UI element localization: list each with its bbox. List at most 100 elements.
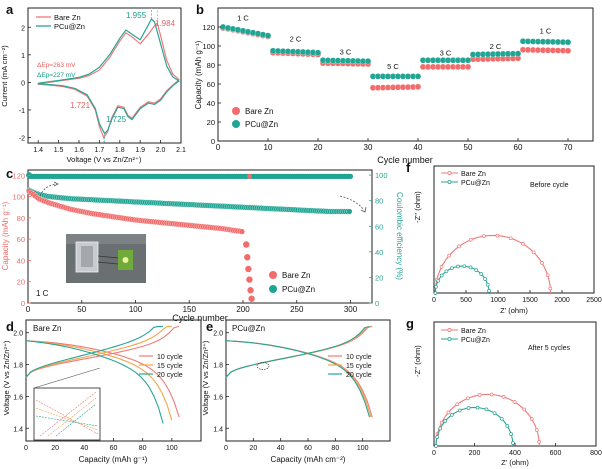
panel-a-y-tick-label: 2 [21, 25, 25, 32]
panel-b-rate-label: 3 C [340, 48, 352, 57]
panel-f-legend: Bare Zn PCu@Zn [441, 170, 490, 187]
pd-discharge-curve [25, 340, 164, 424]
panel-b-rate-label: 5 C [387, 62, 399, 71]
panel-c-y-tick-label: 60 [17, 235, 25, 244]
panel-a-peak-bare: 1.984 [155, 19, 176, 28]
panel-a-plot-area [37, 8, 180, 143]
panel-b-pcu-point [314, 49, 322, 56]
panel-c-bare-drop-point [243, 241, 250, 248]
panel-g-x-ticks: 0 200 400 600 800 [432, 443, 602, 457]
panel-f-legend-pcu: PCu@Zn [461, 180, 490, 187]
panel-b-y-tick-label: 120 [202, 23, 215, 32]
pg-pcu-point [492, 411, 497, 416]
panel-c-letter: c [6, 166, 13, 181]
panel-d-legend: 10 cycle 15 cycle 20 cycle [139, 354, 183, 379]
panel-c-y2-tick-label: 60 [375, 222, 383, 231]
panel-d-y-ticks: 1.4 1.6 1.8 2.0 [13, 331, 29, 433]
pf-pcu-point [436, 278, 441, 283]
pf-bare-point [447, 253, 451, 258]
panel-b-rate: b 0 10 20 30 40 50 60 70 0 20 40 60 80 100 120 1 C 2 C… [194, 2, 594, 165]
panel-b-rate-label: 2 C [290, 34, 302, 43]
panel-c-legend-bare: Bare Zn [282, 271, 310, 280]
panel-c-y2-tick-label: 80 [375, 197, 383, 206]
panel-g-legend-pcu: PCu@Zn [461, 337, 490, 344]
panel-c-y2label: Coulombic efficiency (%) [395, 192, 404, 280]
panel-c-bare-drop-point [245, 265, 252, 273]
panel-b-pcu-point [364, 58, 372, 65]
pg-pcu-point [443, 419, 448, 423]
panel-d-xlabel: Capacity (mAh g⁻¹) [79, 455, 148, 464]
pd-xtick-label: 80 [139, 445, 147, 452]
panel-e-ylabel: Voltage (V vs Zn/Zn²⁺) [201, 340, 210, 415]
panel-c-y-tick-label: 40 [17, 256, 25, 265]
panel-b-rate-labels: 1 C 2 C 3 C 5 C 3 C 2 C 1 C [237, 13, 552, 70]
pd-charge-curve [25, 325, 172, 378]
panel-c-bare-drop-point [248, 295, 255, 302]
pd-charge-curve [25, 325, 164, 378]
panel-c-xtick-label: 0 [26, 305, 31, 314]
panel-g-xlabel: Z' (ohm) [501, 458, 529, 467]
panel-b-bare-point [464, 63, 472, 71]
panel-b-xtick-label: 60 [514, 143, 523, 152]
panel-a-y-tick-label: -1 [19, 108, 25, 115]
pe-xtick-label: 0 [224, 445, 228, 452]
panel-c-rate-label: 1 C [36, 289, 49, 298]
pe-y-tick-label: 1.8 [213, 363, 223, 370]
pg-pcu-point [457, 408, 462, 413]
pg-pcu-point [434, 444, 438, 448]
pg-bare-point [455, 402, 460, 407]
panel-g-plot-area [434, 392, 541, 448]
panel-c-plot-area [26, 172, 354, 302]
pg-bare-point [446, 410, 451, 415]
pd-charge-curve [25, 325, 180, 378]
pf-bare-point [495, 233, 500, 238]
pf-pcu-point [462, 264, 467, 269]
panel-c-y-tick-label: 0 [21, 299, 25, 308]
pg-pcu-point [511, 441, 515, 445]
panel-c-legend: Bare Zn PCu@Zn [269, 271, 315, 294]
panel-a-frame [27, 7, 182, 144]
panel-c-x-ticks: 0 50 100 150 200 250 300 [26, 300, 358, 314]
panel-g-title: After 5 cycles [528, 345, 571, 352]
panel-a-y-tick-label: 0 [21, 80, 25, 87]
panel-b-xtick-label: 0 [216, 143, 221, 152]
panel-f-legend-bare: Bare Zn [461, 171, 486, 178]
panel-d-ylabel: Voltage (V vs Zn/Zn²⁺) [2, 340, 11, 415]
panel-a-legend: Bare Zn PCu@Zn [36, 13, 85, 31]
panel-a-valley-bare: 1.721 [70, 101, 91, 110]
panel-a-xtick-label: 1.4 [33, 147, 43, 154]
panel-c-xtick-label: 100 [129, 305, 143, 314]
panel-e-title: PCu@Zn [232, 324, 265, 333]
panel-c-battery-photo [66, 234, 146, 283]
panel-e-crossing-circle [256, 362, 270, 370]
panel-g-eis-after: g 0 200 400 600 800 After 5 cycles Z' (ohm) … [406, 316, 602, 467]
pe-y-tick-label: 1.6 [213, 394, 223, 401]
panel-a-xtick-label: 1.7 [95, 147, 105, 154]
panel-g-ylabel: -Z'' (ohm) [413, 345, 422, 377]
panel-g-legend: Bare Zn PCu@Zn [441, 327, 490, 344]
panel-b-xtick-label: 70 [564, 143, 573, 152]
panel-a-dep-pcu: ΔEp=227 mV [37, 72, 76, 79]
panel-b-y-tick-label: 20 [207, 118, 215, 127]
panel-c-ce-point [246, 173, 252, 179]
panel-b-y-tick-label: 40 [207, 99, 215, 108]
panel-f-ylabel: -Z'' (ohm) [413, 191, 422, 223]
panel-e-xlabel: Capacity (mAh cm⁻²) [271, 455, 346, 464]
pg-xtick-label: 800 [590, 450, 602, 457]
panel-b-y-tick-label: 60 [207, 80, 215, 89]
pe-discharge-curve [225, 340, 371, 418]
pd-discharge-curve [25, 340, 180, 418]
pf-pcu-point [468, 265, 473, 270]
pd-xtick-label: 40 [80, 445, 88, 452]
pd-legend-label: 10 cycle [157, 354, 183, 361]
pg-bare-point [512, 400, 517, 404]
pf-pcu-point [456, 264, 460, 269]
pe-xtick-label: 80 [331, 445, 339, 452]
pf-bare-point [482, 234, 486, 238]
panel-c-y2-tick-label: 20 [375, 273, 383, 282]
panel-a-xtick-label: 1.8 [115, 147, 125, 154]
panel-b-y-tick-label: 0 [211, 137, 215, 146]
panel-c-xtick-label: 300 [344, 305, 358, 314]
panel-d-zoom-line [33, 367, 101, 389]
panel-b-bare-point [414, 83, 422, 90]
